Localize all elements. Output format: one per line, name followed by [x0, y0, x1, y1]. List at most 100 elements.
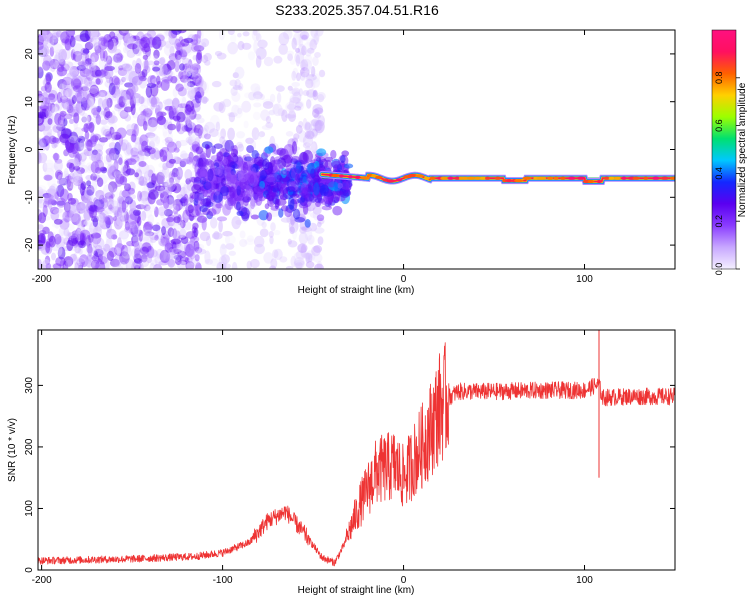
spectrogram-cell	[185, 67, 192, 77]
spectrogram-cell	[91, 36, 102, 45]
spectrogram-cell	[187, 136, 194, 146]
spectrogram-cell	[132, 60, 137, 67]
spectrogram-cell	[114, 210, 119, 218]
spectrogram-cell	[146, 204, 156, 213]
spectrogram-cell	[72, 78, 82, 89]
spectrogram-cell	[104, 215, 114, 226]
spectrogram-cell	[139, 246, 150, 255]
spectrogram-cell	[76, 65, 87, 71]
spectrogram-cell	[112, 188, 119, 202]
spectrogram-cell	[212, 168, 221, 175]
spectrogram-cell	[149, 232, 159, 241]
spectrogram-cell	[38, 111, 47, 119]
spectrogram-cell	[52, 153, 60, 161]
spectrogram-cell	[67, 232, 78, 239]
spectrogram-cell	[255, 47, 266, 57]
spectrogram-cell	[210, 217, 218, 229]
spectrogram-cell	[196, 117, 205, 124]
spectrogram-cell	[314, 205, 321, 213]
spectrogram-cell	[207, 208, 217, 217]
spectrogram-cell	[58, 119, 65, 126]
spectrogram-cell	[215, 203, 224, 209]
spectrogram-cell	[170, 185, 176, 192]
spectrogram-cell	[58, 177, 69, 186]
spectrogram-cell	[86, 189, 94, 196]
spectrogram-cell	[86, 97, 94, 111]
spectrogram-cell	[38, 95, 46, 107]
spectrogram-cell	[69, 162, 75, 173]
spectrogram-cell	[90, 135, 99, 143]
spectrogram-cell	[225, 235, 236, 245]
snr-y-label: SNR (10 * v/v)	[7, 418, 18, 482]
spectrogram-cell	[85, 235, 91, 248]
spectrogram-cell	[191, 157, 198, 170]
spectrogram-cell	[54, 158, 63, 164]
spectrogram-cell	[289, 89, 300, 95]
spectrogram-cell	[138, 75, 147, 82]
spectrogram-cell	[119, 215, 126, 222]
spectrogram-cell	[185, 260, 195, 269]
spectrogram-cell	[164, 241, 171, 248]
spectrogram-cell	[81, 127, 91, 132]
spectrogram-cell	[308, 253, 313, 263]
spectrogram-cell	[287, 85, 293, 91]
spectrogram-cell	[280, 170, 289, 175]
spectrogram-cell	[129, 221, 137, 229]
spectrogram-cell	[275, 85, 285, 92]
spectrogram-cell	[337, 182, 343, 189]
spectrogram-cell	[119, 262, 127, 269]
spectrogram-cell	[131, 130, 137, 143]
spectrogram-cell	[98, 265, 106, 269]
carrier-hotspot	[461, 176, 469, 180]
spectrogram-cell	[67, 178, 75, 184]
spectrogram-cell	[243, 191, 249, 200]
spectrogram-cell	[209, 114, 220, 129]
spectrogram-cell	[168, 110, 175, 120]
spectrogram-cell	[313, 119, 323, 131]
spectrogram-cell	[226, 170, 236, 184]
spectrogram-cell	[296, 100, 305, 111]
spectrogram-cell	[155, 108, 160, 115]
spectrogram-cell	[182, 209, 190, 223]
spectrogram-cell	[108, 194, 114, 205]
spectrogram-cell	[117, 206, 123, 219]
spectrogram-cell	[292, 67, 299, 79]
spectrogram-cell	[135, 204, 146, 210]
spectrogram-cell	[144, 45, 151, 57]
spectrogram-cell	[234, 169, 244, 175]
spectrogram-cell	[298, 88, 304, 97]
spectrogram-cell	[137, 161, 145, 169]
spectrogram-cell	[81, 112, 89, 124]
spectrogram-cell	[95, 114, 102, 125]
spectrogram-cell	[304, 122, 313, 133]
spectrogram-cell	[236, 170, 244, 181]
spectrogram-cell	[155, 75, 161, 85]
spectrogram-cell	[161, 165, 170, 179]
y-tick-label: 100	[24, 500, 35, 517]
carrier-hotspot	[576, 176, 586, 180]
carrier-hotspot	[651, 176, 660, 180]
spectrogram-cell	[151, 251, 161, 260]
spectrogram-cell	[340, 155, 346, 164]
spectrogram-cell	[253, 40, 258, 54]
spectrogram-cell	[59, 112, 65, 121]
spectrogram-cell	[129, 92, 141, 99]
spectrogram-cell	[123, 94, 131, 106]
spectrogram-cell	[134, 63, 142, 74]
spectrogram-cell	[213, 230, 220, 240]
spectrogram-cell	[108, 204, 113, 210]
spectrogram-cell	[55, 99, 63, 112]
spectrogram-cell	[43, 42, 48, 55]
spectrogram-cell	[53, 60, 59, 70]
spectrogram-cell	[291, 82, 301, 87]
spectrogram-cell	[195, 146, 204, 155]
spectrogram-cell	[142, 60, 150, 71]
spectrogram-cell	[53, 137, 61, 144]
spectrogram-cell	[125, 244, 131, 254]
spectrogram-cell	[214, 50, 223, 57]
spectrogram-cell	[56, 245, 63, 256]
spectrogram-cell	[48, 93, 56, 101]
spectrogram-cell	[237, 40, 245, 51]
spectrogram-cell	[113, 53, 123, 63]
spectrogram-cell	[141, 210, 147, 221]
